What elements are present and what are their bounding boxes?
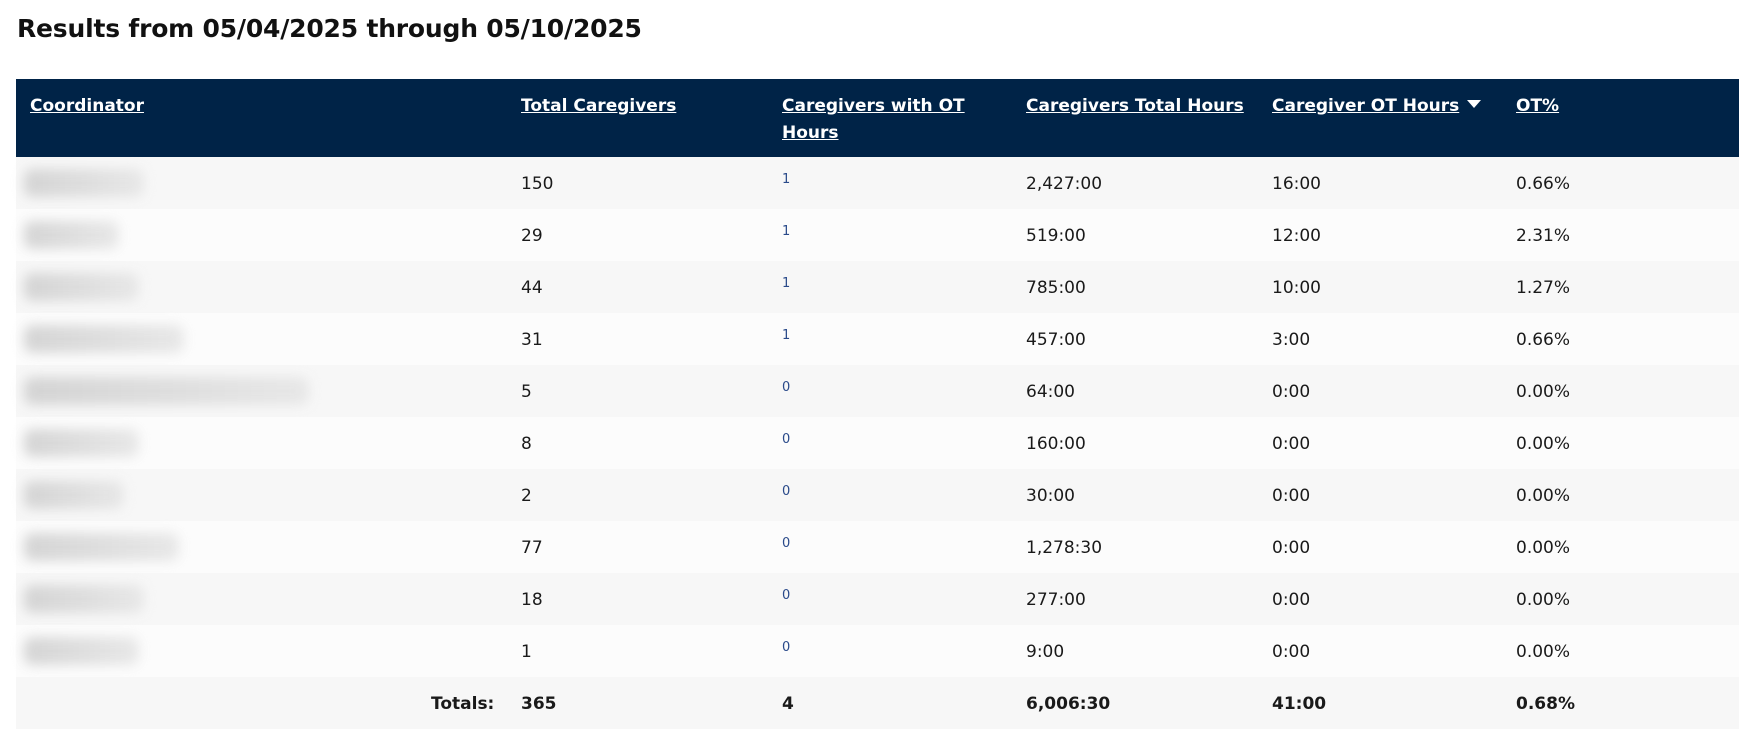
table-row: 2 0 30:00 0:00 0.00% [16, 469, 1739, 521]
cell-ot-pct: 0.00% [1516, 590, 1571, 610]
table-row: 1 0 9:00 0:00 0.00% [16, 625, 1739, 677]
column-header-total-caregivers[interactable]: Total Caregivers [521, 96, 677, 116]
cell-caregiver-ot-hours: 16:00 [1272, 174, 1321, 194]
coordinator-name-redacted [16, 157, 428, 209]
cell-caregivers-with-ot-link[interactable]: 1 [782, 328, 791, 343]
coordinator-name-redacted [16, 469, 428, 521]
coordinator-name-redacted [16, 521, 428, 573]
cell-caregiver-ot-hours: 10:00 [1272, 278, 1321, 298]
cell-total-caregivers: 77 [521, 538, 543, 558]
cell-caregivers-total-hours: 277:00 [1026, 590, 1086, 610]
column-header-caregivers-total-hours[interactable]: Caregivers Total Hours [1026, 96, 1244, 116]
cell-total-caregivers: 1 [521, 642, 532, 662]
cell-ot-pct: 0.00% [1516, 642, 1571, 662]
redacted-text [24, 169, 144, 197]
cell-caregivers-with-ot-link[interactable]: 1 [782, 224, 791, 239]
cell-ot-pct: 0.00% [1516, 486, 1571, 506]
table-row: 29 1 519:00 12:00 2.31% [16, 209, 1739, 261]
totals-label: Totals: [431, 694, 495, 714]
cell-total-caregivers: 150 [521, 174, 554, 194]
column-header-caregiver-ot-hours[interactable]: Caregiver OT Hours [1272, 93, 1482, 120]
cell-caregiver-ot-hours: 0:00 [1272, 486, 1311, 506]
coordinator-name-redacted [16, 365, 428, 417]
totals-ot-pct: 0.68% [1516, 694, 1575, 714]
cell-caregiver-ot-hours: 0:00 [1272, 642, 1311, 662]
coordinator-name-redacted [16, 417, 428, 469]
cell-total-caregivers: 8 [521, 434, 532, 454]
cell-caregiver-ot-hours: 0:00 [1272, 434, 1311, 454]
page-title: Results from 05/04/2025 through 05/10/20… [17, 14, 642, 43]
redacted-text [24, 377, 309, 405]
cell-caregivers-with-ot-link[interactable]: 1 [782, 276, 791, 291]
cell-total-caregivers: 18 [521, 590, 543, 610]
table-row: 77 0 1,278:30 0:00 0.00% [16, 521, 1739, 573]
redacted-text [24, 221, 119, 249]
redacted-text [24, 637, 139, 665]
cell-total-caregivers: 5 [521, 382, 532, 402]
redacted-text [24, 481, 124, 509]
cell-caregivers-with-ot-link[interactable]: 0 [782, 536, 791, 551]
coordinator-name-redacted [16, 261, 428, 313]
cell-caregivers-total-hours: 1,278:30 [1026, 538, 1103, 558]
table-body: 150 1 2,427:00 16:00 0.66% 29 1 519:00 12:00 2.31… [16, 157, 1739, 677]
cell-caregivers-total-hours: 30:00 [1026, 486, 1075, 506]
table-row: 18 0 277:00 0:00 0.00% [16, 573, 1739, 625]
cell-caregivers-total-hours: 457:00 [1026, 330, 1086, 350]
table-row: 5 0 64:00 0:00 0.00% [16, 365, 1739, 417]
redacted-text [24, 533, 179, 561]
cell-caregiver-ot-hours: 0:00 [1272, 382, 1311, 402]
coordinator-name-redacted [16, 313, 428, 365]
totals-caregivers-total-hours: 6,006:30 [1026, 694, 1111, 714]
coordinator-name-redacted [16, 209, 428, 261]
cell-ot-pct: 0.66% [1516, 330, 1571, 350]
table-row: 44 1 785:00 10:00 1.27% [16, 261, 1739, 313]
column-header-caregivers-with-ot[interactable]: Caregivers with OT Hours [782, 96, 965, 143]
cell-caregiver-ot-hours: 3:00 [1272, 330, 1311, 350]
cell-caregivers-with-ot-link[interactable]: 0 [782, 380, 791, 395]
redacted-text [24, 273, 139, 301]
table-row: 150 1 2,427:00 16:00 0.66% [16, 157, 1739, 209]
redacted-text [24, 429, 139, 457]
coordinator-overtime-table: Coordinator Total Caregivers Caregivers … [16, 79, 1739, 729]
totals-row: Totals: 365 4 6,006:30 41:00 0.68% [16, 677, 1739, 729]
column-header-coordinator[interactable]: Coordinator [30, 96, 144, 116]
table-row: 31 1 457:00 3:00 0.66% [16, 313, 1739, 365]
table-row: 8 0 160:00 0:00 0.00% [16, 417, 1739, 469]
totals-caregiver-ot-hours: 41:00 [1272, 694, 1327, 714]
coordinator-name-redacted [16, 625, 428, 677]
totals-caregivers-with-ot: 4 [782, 694, 794, 714]
table-header: Coordinator Total Caregivers Caregivers … [16, 79, 1739, 157]
cell-caregivers-total-hours: 160:00 [1026, 434, 1086, 454]
cell-caregivers-total-hours: 2,427:00 [1026, 174, 1103, 194]
cell-total-caregivers: 31 [521, 330, 543, 350]
cell-total-caregivers: 2 [521, 486, 532, 506]
column-header-ot-pct[interactable]: OT% [1516, 96, 1560, 116]
cell-caregiver-ot-hours: 12:00 [1272, 226, 1321, 246]
cell-ot-pct: 0.00% [1516, 538, 1571, 558]
cell-ot-pct: 1.27% [1516, 278, 1571, 298]
coordinator-name-redacted [16, 573, 428, 625]
sort-descending-icon [1467, 100, 1482, 108]
totals-total-caregivers: 365 [521, 694, 557, 714]
cell-ot-pct: 0.00% [1516, 382, 1571, 402]
cell-caregivers-total-hours: 519:00 [1026, 226, 1086, 246]
cell-total-caregivers: 29 [521, 226, 543, 246]
cell-caregiver-ot-hours: 0:00 [1272, 590, 1311, 610]
redacted-text [24, 325, 184, 353]
cell-ot-pct: 2.31% [1516, 226, 1571, 246]
cell-ot-pct: 0.00% [1516, 434, 1571, 454]
cell-caregiver-ot-hours: 0:00 [1272, 538, 1311, 558]
column-header-caregiver-ot-hours-label: Caregiver OT Hours [1272, 96, 1460, 116]
cell-caregivers-with-ot-link[interactable]: 0 [782, 640, 791, 655]
cell-caregivers-with-ot-link[interactable]: 0 [782, 432, 791, 447]
redacted-text [24, 585, 144, 613]
cell-ot-pct: 0.66% [1516, 174, 1571, 194]
cell-total-caregivers: 44 [521, 278, 543, 298]
cell-caregivers-with-ot-link[interactable]: 0 [782, 484, 791, 499]
cell-caregivers-total-hours: 64:00 [1026, 382, 1075, 402]
cell-caregivers-total-hours: 9:00 [1026, 642, 1065, 662]
cell-caregivers-with-ot-link[interactable]: 0 [782, 588, 791, 603]
cell-caregivers-total-hours: 785:00 [1026, 278, 1086, 298]
cell-caregivers-with-ot-link[interactable]: 1 [782, 172, 791, 187]
